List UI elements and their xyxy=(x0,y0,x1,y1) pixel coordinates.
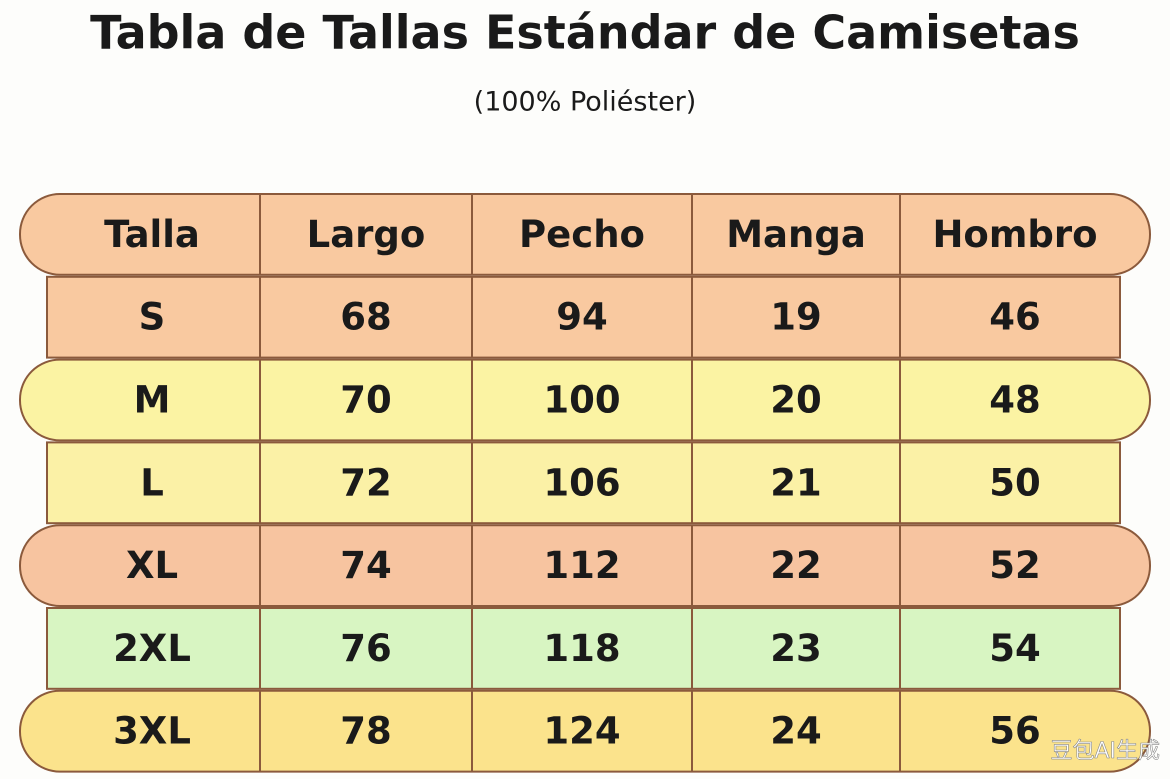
row-bg xyxy=(19,689,1151,773)
cell: 24 xyxy=(770,710,822,753)
cell: 21 xyxy=(770,461,822,504)
row-bg xyxy=(46,275,1121,359)
size-table: Talla Largo Pecho Manga Hombro S 68 94 19 46 M 70 10… xyxy=(19,193,1151,773)
watermark: 豆包AI生成 xyxy=(1050,739,1160,764)
cell: 2XL xyxy=(113,627,191,670)
cell: 106 xyxy=(543,461,620,504)
cell: 22 xyxy=(770,544,822,587)
title: Tabla de Tallas Estándar de Camisetas xyxy=(90,6,1080,60)
cell: XL xyxy=(126,544,178,587)
cell: 46 xyxy=(989,296,1041,339)
row-bg xyxy=(19,524,1151,608)
column-header: Largo xyxy=(307,213,426,256)
cell: 20 xyxy=(770,379,822,422)
cell: 70 xyxy=(340,379,392,422)
cell: 118 xyxy=(543,627,620,670)
column-header: Pecho xyxy=(519,213,645,256)
cell: 54 xyxy=(989,627,1041,670)
cell: 112 xyxy=(543,544,620,587)
cell: 23 xyxy=(770,627,822,670)
cell: 94 xyxy=(556,296,608,339)
cell: 124 xyxy=(543,710,620,753)
row-bg xyxy=(19,358,1151,442)
cell: 48 xyxy=(989,379,1041,422)
cell: 100 xyxy=(543,379,620,422)
cell: 19 xyxy=(770,296,822,339)
column-header: Talla xyxy=(104,213,200,256)
cell: 50 xyxy=(989,461,1041,504)
cell: L xyxy=(140,461,164,504)
cell: S xyxy=(139,296,166,339)
cell: 68 xyxy=(340,296,392,339)
cell: 3XL xyxy=(113,710,191,753)
cell: 56 xyxy=(989,710,1041,753)
cell: 52 xyxy=(989,544,1041,587)
cell: M xyxy=(134,379,171,422)
column-header: Manga xyxy=(726,213,866,256)
row-bg xyxy=(19,193,1151,276)
row-bg xyxy=(46,441,1121,525)
cell: 74 xyxy=(340,544,392,587)
cell: 78 xyxy=(340,710,392,753)
row-bg xyxy=(46,607,1121,690)
cell: 72 xyxy=(340,461,392,504)
subtitle: (100% Poliéster) xyxy=(474,87,697,118)
cell: 76 xyxy=(340,627,392,670)
column-header: Hombro xyxy=(932,213,1097,256)
